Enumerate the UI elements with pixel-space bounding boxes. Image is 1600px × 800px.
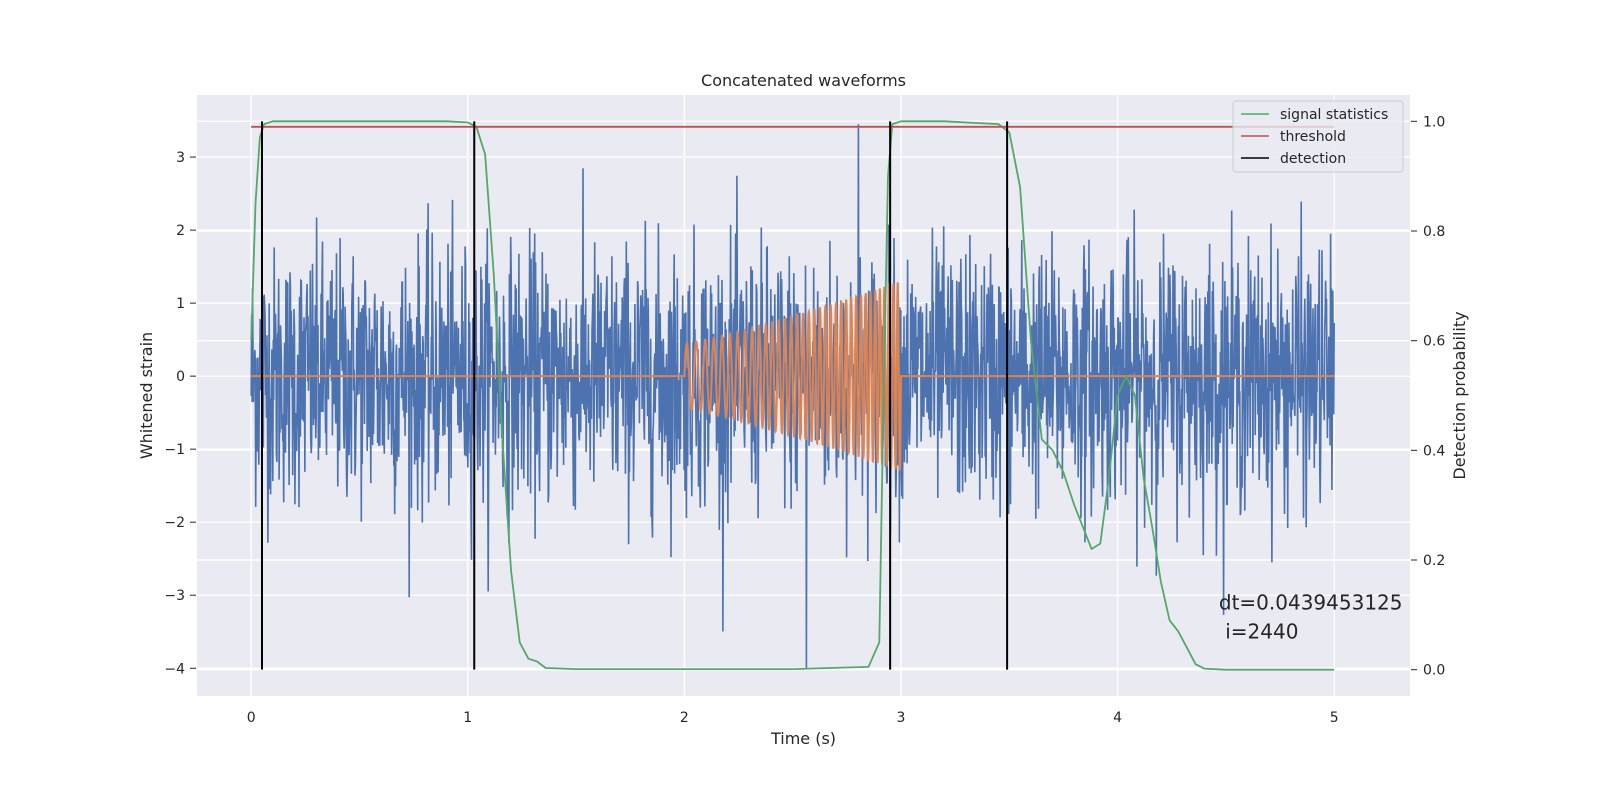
x-tick-label: 3	[897, 710, 906, 726]
legend: signal statistics threshold detection	[1232, 100, 1404, 173]
legend-box	[1232, 100, 1404, 173]
x-tick-label: 0	[247, 710, 256, 726]
y2-tick-label: 0.8	[1423, 224, 1445, 240]
y-tick-label: 1	[176, 296, 185, 312]
annotation-index: i=2440	[1219, 620, 1299, 644]
x-tick-label: 5	[1330, 710, 1339, 726]
legend-label-signal-statistics: signal statistics	[1280, 107, 1388, 123]
y2-tick-label: 0.6	[1423, 334, 1445, 350]
y-tick-label: 3	[176, 150, 185, 166]
y-tick-label: 2	[176, 223, 185, 239]
chart-title: Concatenated waveforms	[701, 71, 906, 90]
y2-axis-title: Detection probability	[1450, 311, 1469, 479]
x-tick-label: 4	[1113, 710, 1122, 726]
y-tick-label: −1	[164, 442, 185, 458]
injection-line	[251, 282, 1335, 471]
x-axis-title: Time (s)	[770, 729, 836, 748]
tick-labels: 0 1 2 3 4 5 −4 −3 −2 −1 0 1 2 3 0.0 0.2 0.4 0.6 0.8 1.0	[164, 114, 1445, 726]
y2-tick-label: 0.4	[1423, 443, 1445, 459]
y2-tick-label: 0.2	[1423, 553, 1445, 569]
x-tick-label: 1	[463, 710, 472, 726]
y-tick-label: −2	[164, 515, 185, 531]
y-tick-label: −3	[164, 588, 185, 604]
y2-tick-label: 0.0	[1423, 663, 1445, 679]
y-tick-label: −4	[164, 661, 185, 677]
x-tick-label: 2	[680, 710, 689, 726]
y-axis-title: Whitened strain	[137, 332, 156, 459]
annotation-dt: dt=0.0439453125	[1219, 591, 1403, 615]
y-tick-label: 0	[176, 369, 185, 385]
y2-tick-label: 1.0	[1423, 114, 1445, 130]
legend-label-threshold: threshold	[1280, 129, 1346, 145]
legend-label-detection: detection	[1280, 151, 1346, 167]
series-layer	[250, 120, 1335, 671]
